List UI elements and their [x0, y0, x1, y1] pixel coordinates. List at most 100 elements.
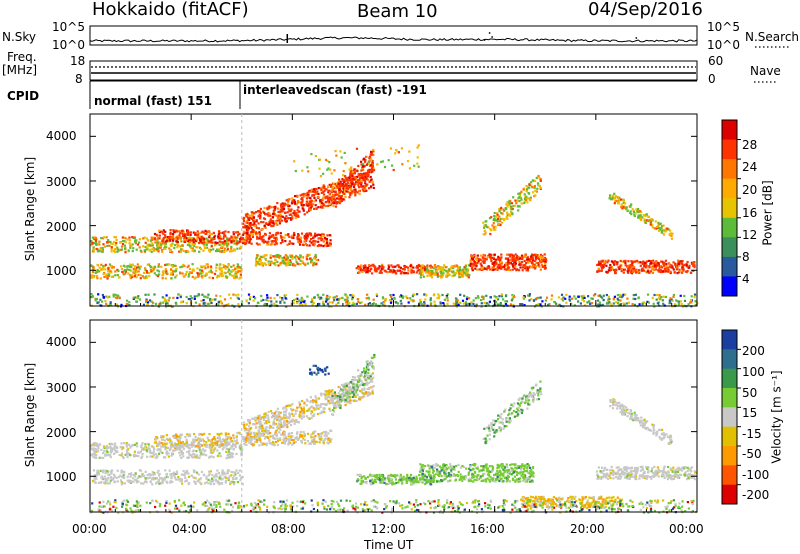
- heatmap-cell: [182, 473, 186, 476]
- heatmap-cell: [515, 254, 518, 257]
- heatmap-cell: [201, 271, 205, 274]
- heatmap-cell: [368, 180, 371, 183]
- heatmap-cell: [275, 231, 278, 235]
- heatmap-cell: [406, 160, 410, 163]
- heatmap-cell: [223, 250, 226, 254]
- heatmap-cell: [274, 214, 277, 217]
- heatmap-cell: [298, 239, 301, 242]
- heatmap-cell: [136, 296, 139, 299]
- heatmap-cell: [417, 165, 420, 168]
- heatmap-cell: [186, 243, 189, 246]
- heatmap-cell: [616, 297, 619, 300]
- heatmap-cell: [693, 266, 696, 269]
- heatmap-cell: [184, 240, 187, 243]
- heatmap-cell: [210, 301, 213, 305]
- heatmap-cell: [393, 297, 396, 300]
- heatmap-cell: [204, 246, 207, 249]
- heatmap-cell: [90, 243, 93, 247]
- heatmap-cell: [220, 241, 223, 244]
- heatmap-cell: [219, 240, 222, 243]
- heatmap-cell: [164, 456, 167, 459]
- heatmap-cell: [326, 159, 329, 162]
- heatmap-cell: [303, 235, 306, 238]
- heatmap-cell: [524, 254, 527, 257]
- heatmap-cell: [407, 266, 410, 269]
- heatmap-cell: [304, 263, 307, 267]
- heatmap-cell: [644, 262, 647, 265]
- heatmap-cell: [375, 294, 379, 297]
- heatmap-cell: [470, 301, 473, 304]
- heatmap-cell: [201, 453, 204, 456]
- heatmap-cell: [153, 473, 156, 476]
- heatmap-cell: [405, 265, 408, 268]
- heatmap-cell: [211, 238, 215, 241]
- heatmap-cell: [686, 260, 689, 264]
- heatmap-cell: [482, 253, 485, 256]
- heatmap-cell: [165, 270, 168, 273]
- heatmap-cell: [529, 196, 532, 199]
- heatmap-cell: [279, 300, 282, 303]
- heatmap-cell: [145, 299, 149, 302]
- heatmap-cell: [216, 449, 219, 452]
- heatmap-cell: [535, 256, 538, 259]
- nave-label: Nave: [750, 64, 781, 78]
- heatmap-cell: [427, 269, 430, 272]
- heatmap-cell: [271, 243, 274, 246]
- heatmap-cell: [619, 303, 622, 306]
- heatmap-cell: [102, 272, 105, 276]
- heatmap-cell: [231, 238, 234, 241]
- heatmap-cell: [109, 479, 112, 482]
- heatmap-cell: [147, 443, 150, 446]
- heatmap-cell: [113, 251, 117, 254]
- heatmap-cell: [94, 239, 97, 242]
- heatmap-cell: [145, 248, 148, 251]
- heatmap-cell: [416, 156, 419, 159]
- heatmap-cell: [204, 229, 207, 232]
- heatmap-cell: [624, 259, 627, 262]
- heatmap-cell: [474, 262, 477, 265]
- heatmap-cell: [629, 265, 632, 268]
- heatmap-cell: [440, 276, 443, 279]
- heatmap-cell: [485, 294, 488, 297]
- heatmap-cell: [500, 265, 503, 268]
- heatmap-cell: [352, 294, 355, 297]
- heatmap-cell: [141, 472, 144, 476]
- heatmap-cell: [599, 264, 603, 267]
- heatmap-cell: [215, 443, 218, 446]
- heatmap-cell: [684, 270, 688, 273]
- heatmap-cell: [303, 193, 306, 196]
- heatmap-cell: [532, 299, 536, 302]
- heatmap-cell: [112, 452, 116, 455]
- heatmap-cell: [494, 225, 497, 228]
- heatmap-cell: [158, 482, 161, 485]
- heatmap-cell: [633, 269, 636, 272]
- heatmap-cell: [194, 239, 197, 242]
- heatmap-cell: [218, 483, 221, 486]
- heatmap-cell: [236, 236, 239, 239]
- heatmap-cell: [435, 270, 438, 273]
- heatmap-cell: [296, 297, 299, 300]
- heatmap-cell: [472, 262, 475, 265]
- heatmap-cell: [102, 243, 105, 246]
- heatmap-cell: [331, 189, 334, 193]
- heatmap-cell: [365, 177, 368, 180]
- heatmap-cell: [256, 301, 259, 304]
- heatmap-cell: [264, 258, 267, 261]
- heatmap-cell: [219, 269, 222, 272]
- heatmap-cell: [177, 478, 180, 481]
- heatmap-cell: [110, 275, 113, 278]
- heatmap-cell: [173, 246, 176, 250]
- heatmap-cell: [634, 271, 638, 274]
- heatmap-cell: [123, 470, 126, 473]
- heatmap-cell: [565, 293, 568, 296]
- heatmap-cell: [95, 444, 98, 447]
- heatmap-cell: [431, 269, 434, 273]
- heatmap-cell: [597, 294, 600, 297]
- heatmap-cell: [203, 295, 206, 298]
- heatmap-cell: [320, 206, 324, 209]
- heatmap-cell: [142, 482, 145, 485]
- heatmap-cell: [201, 265, 204, 268]
- heatmap-cell: [534, 258, 538, 261]
- heatmap-cell: [275, 254, 278, 257]
